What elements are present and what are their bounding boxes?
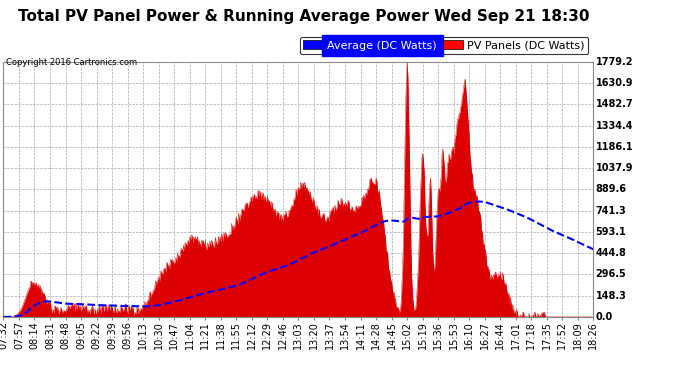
Text: 0.0: 0.0 (595, 312, 613, 322)
Legend: Average (DC Watts), PV Panels (DC Watts): Average (DC Watts), PV Panels (DC Watts) (299, 37, 588, 54)
Text: 148.3: 148.3 (595, 291, 627, 301)
Text: 1186.1: 1186.1 (595, 142, 633, 152)
Text: Copyright 2016 Cartronics.com: Copyright 2016 Cartronics.com (6, 58, 137, 67)
Text: 1037.9: 1037.9 (595, 163, 633, 173)
Text: 1630.9: 1630.9 (595, 78, 633, 88)
Text: 1779.2: 1779.2 (595, 57, 633, 67)
Text: 1334.4: 1334.4 (595, 121, 633, 130)
Text: 296.5: 296.5 (595, 269, 627, 279)
Text: 444.8: 444.8 (595, 248, 627, 258)
Text: 889.6: 889.6 (595, 184, 627, 194)
Text: 741.3: 741.3 (595, 206, 627, 216)
Text: 593.1: 593.1 (595, 227, 627, 237)
Text: 1482.7: 1482.7 (595, 99, 633, 109)
Text: Total PV Panel Power & Running Average Power Wed Sep 21 18:30: Total PV Panel Power & Running Average P… (18, 9, 589, 24)
